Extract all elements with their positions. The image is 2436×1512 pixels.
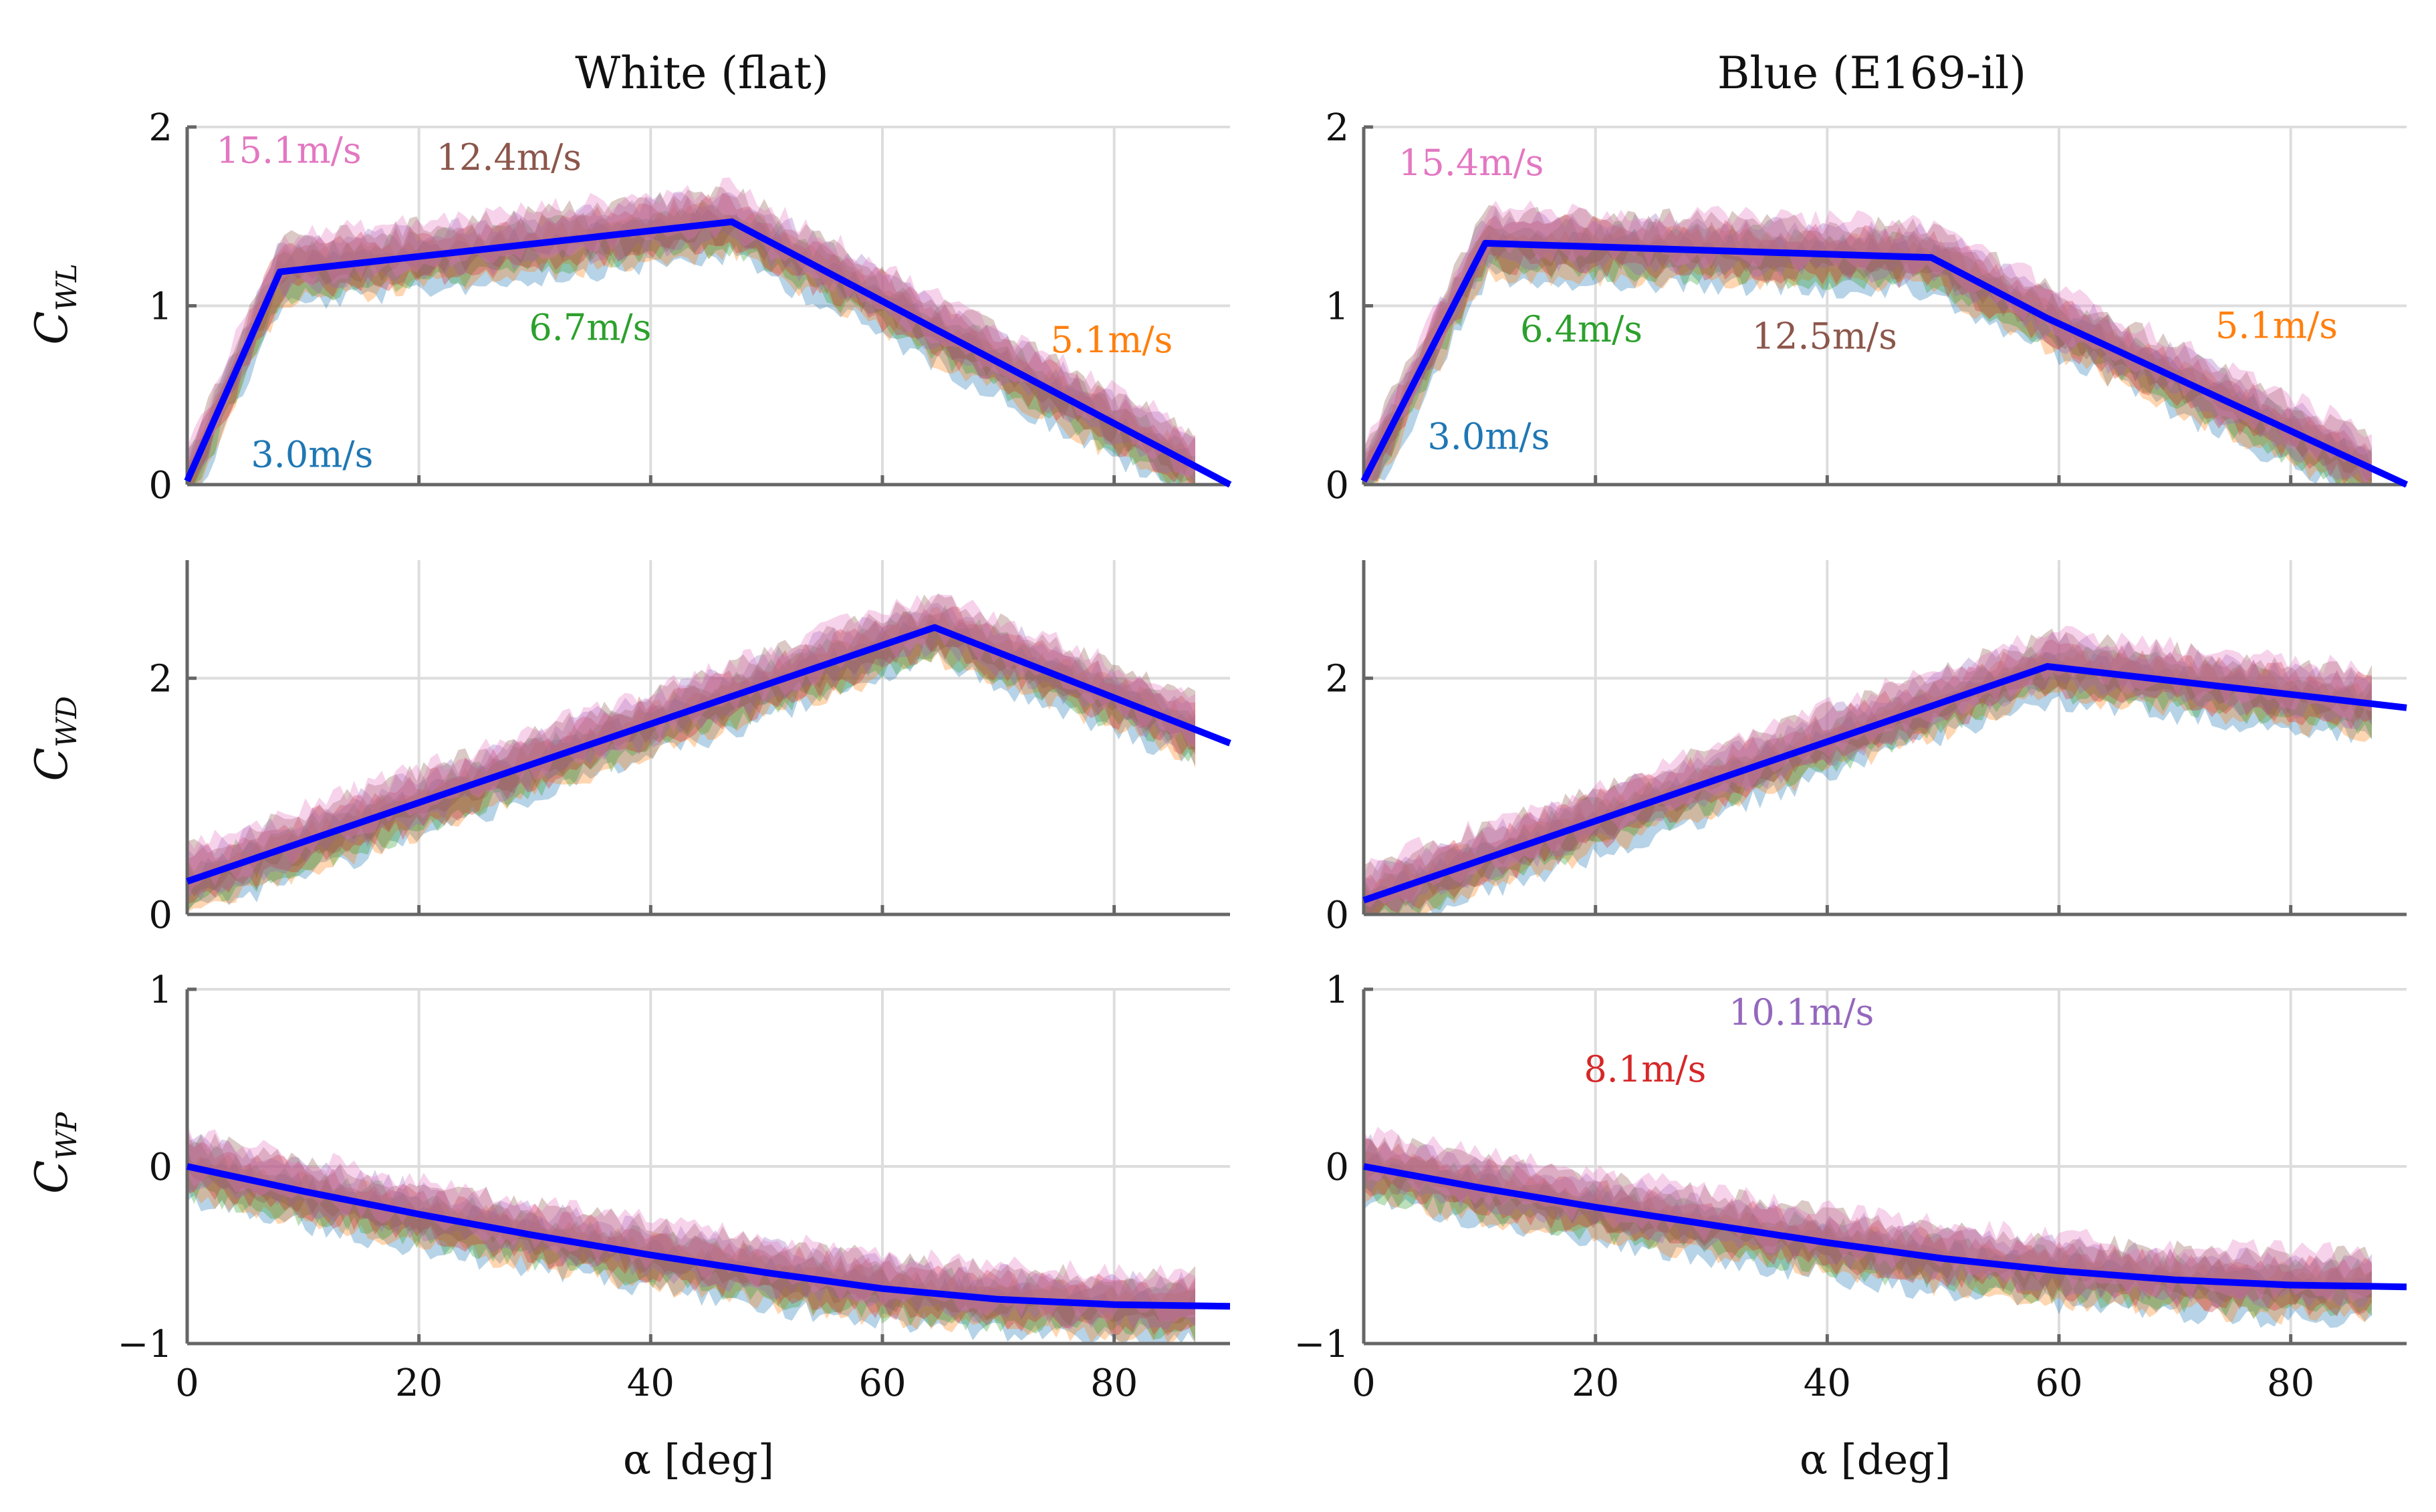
measurement-band: [1364, 645, 2372, 914]
ylabel-cwp-sub: WP: [50, 1112, 83, 1160]
speed-annotation: 15.4m/s: [1398, 142, 1544, 184]
y-tick-label: 1: [148, 285, 172, 329]
measurement-band: [1364, 207, 2372, 485]
ylabel-cwd-sub: WD: [50, 696, 83, 747]
y-tick-label: −1: [117, 1323, 172, 1366]
measurement-band: [187, 602, 1195, 900]
measurement-band: [1364, 1126, 2372, 1304]
fit-line: [1360, 239, 2409, 488]
y-axis-labels: CWL CWD CWP: [26, 263, 83, 1194]
measurement-band: [1364, 1134, 2372, 1308]
x-tick-label: 20: [395, 1362, 443, 1405]
measurement-band: [187, 193, 1195, 485]
panel-cwp-white: 0 20 40 60 80−101: [117, 969, 1231, 1405]
x-tick-label: 40: [1804, 1362, 1851, 1405]
speed-annotation: 15.1m/s: [216, 130, 361, 172]
measurement-band: [1364, 626, 2372, 908]
ylabel-cwl-main: C: [26, 311, 78, 345]
y-tick-label: −1: [1294, 1323, 1349, 1366]
y-tick-label: 1: [1325, 285, 1349, 329]
x-tick-label: 40: [627, 1362, 675, 1405]
column-title-left: White (flat): [575, 47, 828, 99]
measurement-band: [187, 191, 1195, 485]
measurement-band: [1364, 229, 2372, 485]
speed-annotation: 5.1m/s: [2215, 305, 2338, 347]
measurement-band: [1364, 652, 2372, 914]
ylabel-cwl-sub: WL: [50, 263, 83, 311]
panel-cwl-white: 0 1 2 15.1m/s 12.4m/s 6.7m/s 5.1m/s 3.0m/s: [148, 106, 1232, 507]
measurement-band: [1364, 219, 2372, 485]
y-tick-label: 2: [148, 658, 172, 701]
measurement-band: [1364, 205, 2372, 485]
measurement-band: [187, 199, 1195, 485]
y-tick-label: 2: [148, 106, 172, 150]
ylabel-cwd: CWD: [26, 696, 83, 781]
y-tick-label: 2: [1325, 658, 1349, 701]
x-tick-label: 20: [1572, 1362, 1619, 1405]
panel-cwl-blue: 0 1 2 15.4m/s 6.4m/s 12.5m/s 5.1m/s 3.0m/s: [1325, 106, 2409, 507]
measurement-band: [1364, 214, 2372, 485]
measurement-band: [1364, 639, 2372, 914]
y-tick-label: 2: [1325, 106, 1349, 150]
measurement-band: [187, 1124, 1195, 1323]
speed-annotation: 10.1m/s: [1729, 991, 1874, 1033]
y-tick-label: 0: [1325, 894, 1349, 937]
speed-annotation: 12.4m/s: [437, 136, 582, 178]
speed-annotation: 6.7m/s: [529, 306, 651, 348]
x-tick-label: 0: [1352, 1362, 1376, 1405]
x-tick-label: 80: [2267, 1362, 2314, 1405]
xlabel-right: α [deg]: [1800, 1435, 1951, 1484]
measurement-band: [187, 1141, 1195, 1336]
ylabel-cwp: CWP: [26, 1112, 83, 1194]
y-tick-label: 0: [1325, 1146, 1349, 1189]
panel-cwd-white: 02: [148, 560, 1231, 937]
x-tick-label: 80: [1090, 1362, 1138, 1405]
fit-line: [184, 218, 1232, 488]
measurement-band: [187, 202, 1195, 485]
measurement-band: [1364, 1152, 2372, 1325]
measurement-band: [187, 186, 1195, 485]
y-tick-label: 1: [148, 969, 172, 1012]
y-tick-label: 0: [1325, 464, 1349, 507]
x-tick-label: 60: [2035, 1362, 2082, 1405]
fit-line: [1363, 1163, 2407, 1291]
speed-annotation: 3.0m/s: [251, 433, 373, 475]
speed-annotation: 5.1m/s: [1050, 319, 1173, 361]
xlabel-left: α [deg]: [623, 1435, 774, 1484]
speed-annotation: 6.4m/s: [1520, 308, 1642, 350]
speed-annotation: 12.5m/s: [1752, 316, 1897, 358]
measurement-band: [1364, 1134, 2372, 1306]
x-tick-label: 0: [175, 1362, 199, 1405]
fit-line: [186, 624, 1231, 885]
ylabel-cwp-main: C: [26, 1160, 78, 1194]
x-tick-label: 60: [858, 1362, 906, 1405]
y-tick-label: 0: [148, 894, 172, 937]
measurement-band: [187, 1129, 1195, 1326]
column-title-right: Blue (E169-il): [1717, 47, 2026, 99]
measurement-band: [1364, 1152, 2372, 1328]
measurement-band: [1364, 632, 2372, 914]
fit-line: [1362, 663, 2407, 904]
y-tick-label: 1: [1325, 969, 1349, 1012]
measurement-band: [187, 207, 1195, 485]
measurement-band: [1364, 225, 2372, 485]
measurement-band: [187, 1134, 1195, 1330]
measurement-band: [1364, 1137, 2372, 1317]
fit-line: [186, 1163, 1231, 1310]
panel-cwd-blue: 02: [1325, 560, 2407, 937]
speed-annotation: 3.0m/s: [1427, 416, 1550, 458]
y-tick-label: 0: [148, 464, 172, 507]
speed-annotation: 8.1m/s: [1584, 1048, 1706, 1090]
ylabel-cwl: CWL: [26, 263, 83, 345]
ylabel-cwd-main: C: [26, 747, 78, 781]
measurement-band: [1364, 650, 2372, 914]
y-tick-label: 0: [148, 1146, 172, 1189]
